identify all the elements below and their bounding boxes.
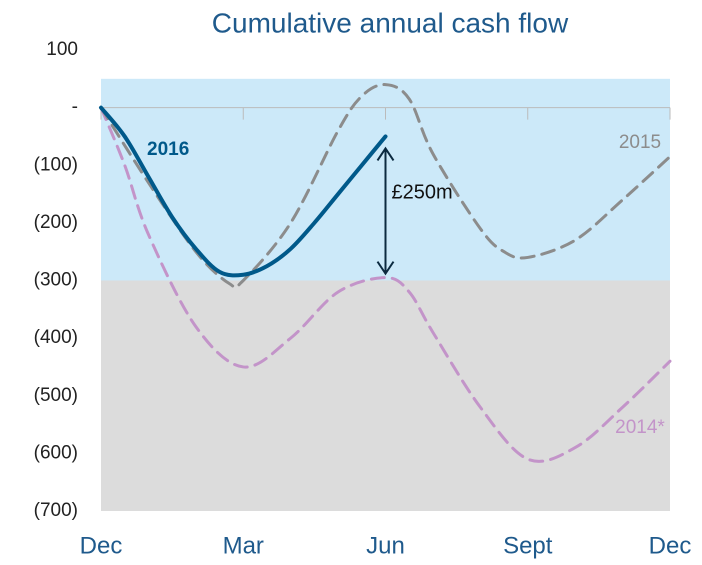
x-tick-label: Dec xyxy=(80,532,123,559)
band xyxy=(101,280,670,511)
series-label: 2014* xyxy=(615,417,665,438)
x-tick-label: Dec xyxy=(649,532,692,559)
y-tick-label: (300) xyxy=(34,270,78,291)
x-tick-label: Jun xyxy=(366,532,405,559)
y-tick-label: (400) xyxy=(34,327,78,348)
y-tick-label: - xyxy=(72,97,78,118)
y-tick-label: (600) xyxy=(34,442,78,463)
series-line xyxy=(99,83,672,290)
arrow-head xyxy=(376,146,395,161)
y-tick-label: 100 xyxy=(46,39,78,60)
x-tick-label: Mar xyxy=(223,532,264,559)
y-tick-label: (500) xyxy=(34,385,78,406)
arrow-head xyxy=(376,261,395,276)
annotation-label: £250m xyxy=(392,181,453,203)
x-tick-label: Sept xyxy=(503,532,553,559)
series-label: 2015 xyxy=(619,132,661,153)
series-label: 2016 xyxy=(147,139,189,160)
y-tick-label: (200) xyxy=(34,212,78,233)
series-line xyxy=(99,105,388,278)
series-line xyxy=(99,106,672,463)
chart-title: Cumulative annual cash flow xyxy=(212,7,569,38)
y-tick-label: (100) xyxy=(34,154,78,175)
y-tick-label: (700) xyxy=(34,500,78,521)
